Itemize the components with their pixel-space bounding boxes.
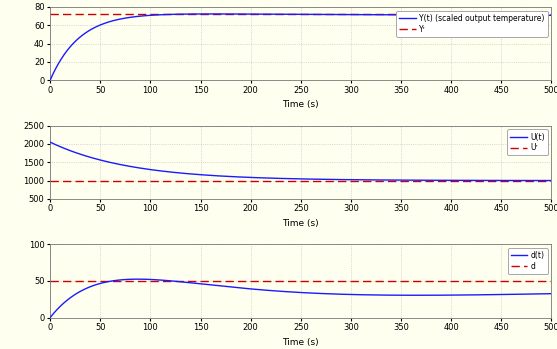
X-axis label: Time (s): Time (s) [282,219,319,228]
Legend: Y(t) (scaled output temperature), Yʳ: Y(t) (scaled output temperature), Yʳ [396,11,548,37]
X-axis label: Time (s): Time (s) [282,338,319,347]
Legend: U(t), Uʳ: U(t), Uʳ [507,129,548,156]
X-axis label: Time (s): Time (s) [282,101,319,109]
Legend: d(t), d: d(t), d [507,248,548,274]
